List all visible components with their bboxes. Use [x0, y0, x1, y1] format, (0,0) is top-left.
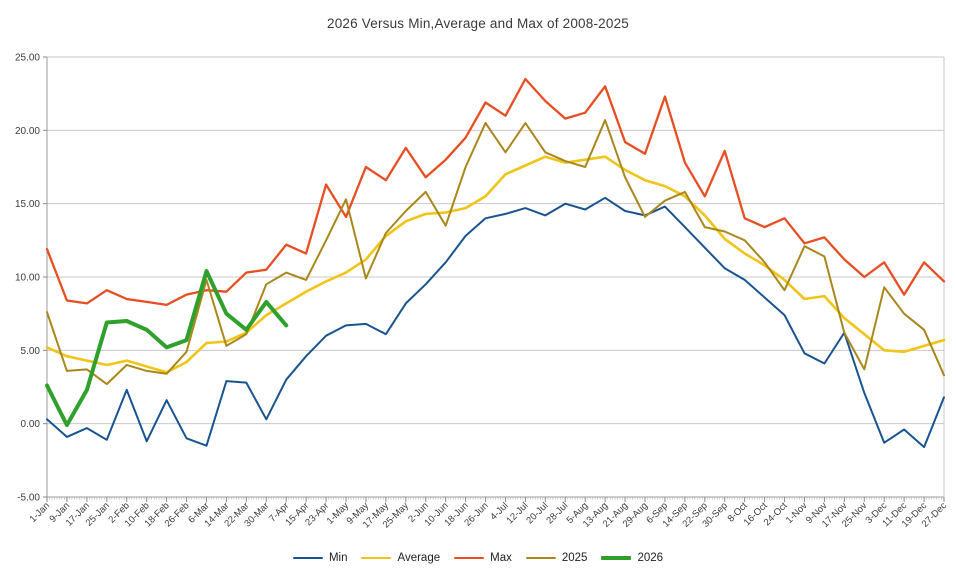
- x-tick-label: 20-Jul: [524, 500, 550, 526]
- legend-item-2025: 2025: [525, 552, 588, 564]
- y-tick-label: 5.00: [21, 346, 41, 357]
- y-tick-label: 10.00: [15, 273, 40, 284]
- legend-item-average: Average: [361, 552, 440, 564]
- series-line-2026: [45, 269, 289, 428]
- series-line-min: [46, 196, 945, 449]
- legend-line-swatch: [601, 556, 632, 560]
- y-tick-label: 15.00: [15, 199, 40, 210]
- x-tick-label: 1-Jan: [28, 500, 53, 525]
- legend-label: 2026: [637, 552, 664, 564]
- legend-item-max: Max: [454, 552, 512, 564]
- legend-item-min: Min: [292, 552, 348, 564]
- legend-label: Average: [397, 552, 441, 564]
- x-tick-label: 24-Oct: [762, 500, 790, 528]
- legend-label: 2025: [561, 552, 588, 564]
- legend-item-2026: 2026: [601, 552, 663, 564]
- chart-canvas: 25.0020.0015.0010.005.000.00-5.001-Jan9-…: [15, 53, 949, 531]
- y-tick-label: 25.00: [15, 53, 40, 64]
- series-line-2025: [46, 119, 945, 386]
- legend-label: Max: [490, 552, 512, 564]
- chart-legend: Min Average Max 2025 2026: [0, 552, 956, 564]
- legend-line-swatch: [292, 556, 323, 560]
- y-tick-label: 0.00: [21, 419, 41, 430]
- legend-line-swatch: [525, 556, 556, 560]
- legend-line-swatch: [361, 556, 392, 560]
- y-tick-label: 20.00: [15, 126, 40, 137]
- legend-line-swatch: [454, 556, 485, 560]
- series-line-max: [45, 77, 946, 307]
- y-tick-label: -5.00: [17, 493, 40, 504]
- chart-title: 2026 Versus Min,Average and Max of 2008-…: [327, 16, 629, 31]
- legend-label: Min: [328, 552, 348, 564]
- x-tick-label: 12-Jul: [504, 500, 530, 526]
- x-tick-label: 1-Nov: [784, 500, 810, 526]
- series-line-average: [45, 155, 946, 374]
- x-tick-label: 28-Jul: [544, 500, 570, 526]
